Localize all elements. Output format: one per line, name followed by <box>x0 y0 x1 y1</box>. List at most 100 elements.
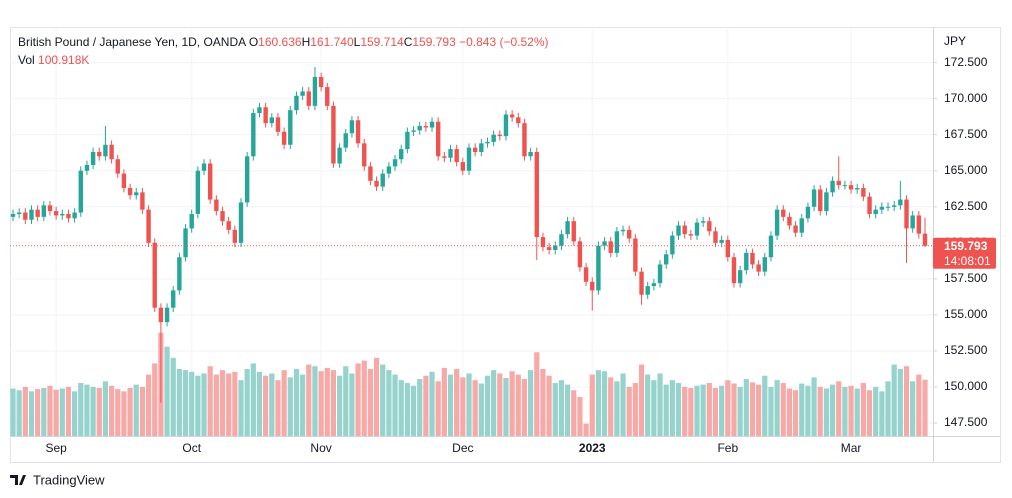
candle-body <box>226 221 231 230</box>
candle-body <box>78 170 83 213</box>
logo-icon <box>10 475 26 485</box>
candle-body <box>183 228 188 258</box>
volume-bar <box>281 370 287 436</box>
change-value: −0.843 (−0.52%) <box>459 35 549 49</box>
volume-bar <box>540 369 546 436</box>
volume-bar <box>263 375 269 436</box>
candle-body <box>337 147 342 164</box>
candle-body <box>830 180 835 193</box>
candle-body <box>140 192 145 210</box>
candle-body <box>288 110 293 145</box>
volume-bar <box>318 371 324 436</box>
volume-bar <box>312 366 318 436</box>
candle-body <box>503 114 509 137</box>
volume-bar <box>441 367 447 436</box>
candle-body <box>497 134 503 137</box>
volume-bar <box>675 382 682 436</box>
candle-layer <box>10 66 928 403</box>
volume-bar <box>712 387 719 436</box>
volume-bar <box>429 371 435 436</box>
candle-body <box>152 242 157 308</box>
candle-body <box>275 117 281 132</box>
volume-bar <box>423 375 429 436</box>
candle-body <box>294 95 299 111</box>
candle-body <box>811 189 817 207</box>
candle-body <box>910 215 915 229</box>
volume-bar <box>497 373 503 436</box>
countdown: 14:08:01 <box>944 254 991 268</box>
volume-layer <box>10 332 928 436</box>
volume-bar <box>275 380 281 436</box>
candle-body <box>781 209 786 217</box>
volume-bar <box>571 390 577 436</box>
volume-bar <box>170 357 176 436</box>
candle-body <box>29 209 34 220</box>
candle-body <box>565 221 570 235</box>
candle-body <box>688 234 694 236</box>
candle-body <box>195 170 201 214</box>
candle-body <box>633 238 638 272</box>
candle-body <box>405 131 410 150</box>
y-tick-label: 165.000 <box>944 163 988 177</box>
volume-bar <box>164 346 170 436</box>
candle-body <box>879 206 885 210</box>
volume-bar <box>620 373 626 436</box>
volume-bar <box>478 383 484 436</box>
candle-body <box>312 77 318 106</box>
volume-bar <box>823 388 830 436</box>
volume-bar <box>916 374 922 436</box>
candle-body <box>454 149 459 163</box>
volume-bar <box>232 371 238 436</box>
volume-key: Vol <box>18 53 35 67</box>
candle-body <box>84 164 90 171</box>
candle-body <box>442 156 447 158</box>
candle-body <box>491 134 496 142</box>
volume-bar <box>324 367 330 436</box>
ohlc-key: H <box>301 35 311 49</box>
volume-bar <box>645 374 651 436</box>
volume-bar <box>515 374 521 436</box>
candle-body <box>97 151 102 157</box>
x-tick-label: Dec <box>452 441 473 455</box>
volume-bar <box>842 386 848 436</box>
ohlc-value: 159.714 <box>360 35 404 49</box>
candle-body <box>516 117 521 124</box>
candle-body <box>399 149 404 160</box>
candle-body <box>127 188 133 196</box>
volume-bar <box>367 369 374 436</box>
candle-body <box>676 225 681 236</box>
ohlc-values: O160.636H161.740L159.714C159.793 <box>249 35 456 49</box>
volume-bar <box>53 389 59 436</box>
volume-bar <box>885 381 891 436</box>
candle-body <box>392 159 398 167</box>
volume-bar <box>792 390 799 436</box>
candle-body <box>922 233 928 246</box>
candle-body <box>583 267 589 282</box>
volume-bar <box>28 391 35 436</box>
candle-body <box>53 211 59 216</box>
candle-body <box>23 212 28 220</box>
candle-body <box>429 121 435 128</box>
candle-body <box>787 216 792 226</box>
y-tick-label: 157.500 <box>944 271 988 285</box>
candle-body <box>220 211 225 222</box>
volume-bar <box>447 374 454 436</box>
candle-body <box>306 91 311 106</box>
volume-bar <box>250 363 256 436</box>
x-tick-label: 2023 <box>579 441 606 455</box>
candle-body <box>47 205 53 212</box>
volume-bar <box>22 386 28 436</box>
candle-body <box>885 206 891 208</box>
candle-body <box>349 120 355 134</box>
volume-bar <box>16 390 22 436</box>
candle-body <box>596 245 601 291</box>
volume-bar <box>78 382 84 436</box>
candle-body <box>768 235 774 258</box>
volume-bar <box>737 386 743 436</box>
candle-body <box>435 121 441 157</box>
candle-body <box>466 147 472 171</box>
candle-body <box>16 212 22 214</box>
candle-body <box>762 257 767 272</box>
volume-bar <box>719 385 725 436</box>
symbol-title: British Pound / Japanese Yen, 1D, OANDA <box>18 35 246 49</box>
